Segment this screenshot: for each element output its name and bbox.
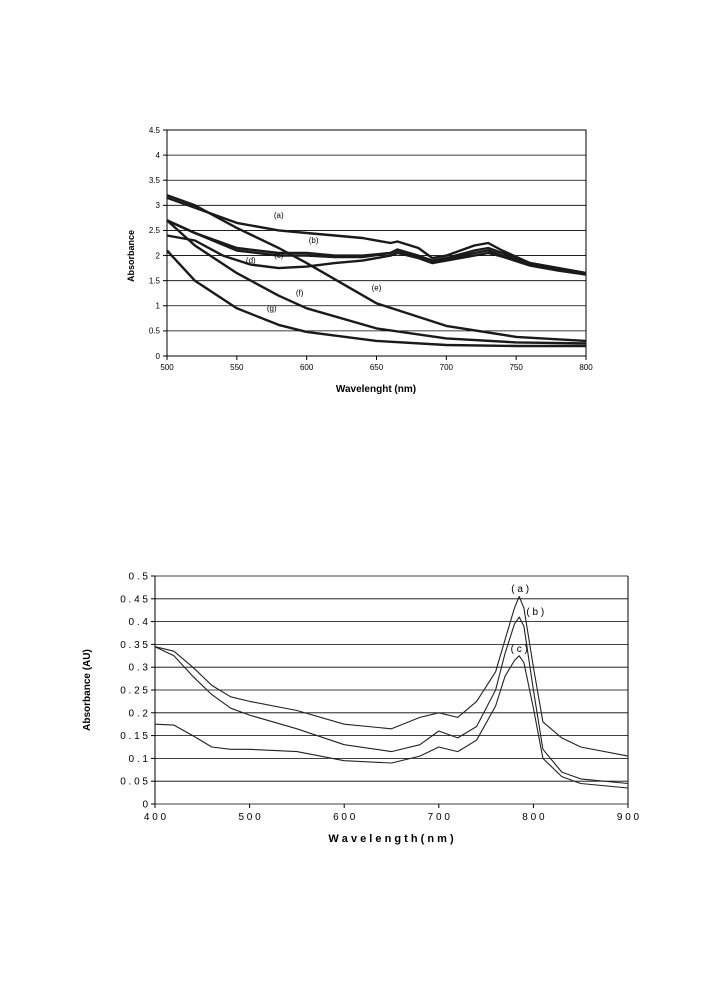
x-tick-label: 600 — [300, 363, 314, 372]
y-tick-label: 3.5 — [149, 176, 161, 185]
chart-1-series-labels: (a) (b) (c) (d) (e) (f) (g) — [246, 211, 382, 313]
y-tick-label: 0 . 5 — [129, 572, 149, 583]
x-tick-label: 9 0 0 — [617, 812, 640, 823]
x-tick-label: 650 — [370, 363, 384, 372]
chart-2-xticks: 4 0 0 5 0 0 6 0 0 7 0 0 8 0 0 9 0 0 — [144, 804, 640, 823]
y-tick-label: 0 . 3 5 — [120, 640, 148, 651]
series-label: (b) — [309, 236, 319, 245]
y-tick-label: 3 — [156, 201, 161, 210]
y-tick-label: 0 . 1 5 — [120, 731, 148, 742]
y-tick-label: 0 . 1 — [129, 754, 149, 765]
series-line-6 — [166, 249, 586, 348]
chart-1-xticks: 500 550 600 650 700 750 800 — [160, 356, 593, 372]
y-tick-label: 0 . 2 5 — [120, 686, 148, 697]
series-line-2 — [154, 655, 629, 789]
chart-2-yticks: 0 0 . 0 5 0 . 1 0 . 1 5 0 . 2 0 . 2 5 0 . 3 0 .… — [120, 572, 148, 811]
series-line-0 — [166, 196, 587, 275]
y-tick-label: 2 — [156, 251, 161, 260]
series-label: (a) — [274, 211, 284, 220]
x-tick-label: 4 0 0 — [144, 812, 167, 823]
chart-1-xlabel: Wavelenght (nm) — [336, 384, 416, 395]
chart-1-plot-frame — [166, 129, 587, 357]
y-tick-label: 4.5 — [149, 126, 161, 135]
chart-2-series — [154, 595, 629, 789]
y-tick-label: 0.5 — [149, 327, 161, 336]
x-tick-label: 6 0 0 — [333, 812, 356, 823]
y-tick-label: 0 — [142, 800, 148, 811]
y-tick-label: 1 — [156, 302, 161, 311]
x-tick-label: 5 0 0 — [238, 812, 261, 823]
chart-2-series-labels: ( a ) ( b ) ( c ) — [511, 584, 545, 655]
x-tick-label: 800 — [579, 363, 593, 372]
series-label: (f) — [296, 289, 304, 298]
y-tick-label: 0 . 4 — [129, 617, 149, 628]
series-line-5 — [166, 219, 587, 345]
y-tick-label: 4 — [156, 151, 161, 160]
series-line-0 — [154, 595, 629, 757]
y-tick-label: 2.5 — [149, 226, 161, 235]
y-tick-label: 0 . 4 5 — [120, 594, 148, 605]
series-label: ( b ) — [526, 607, 544, 618]
series-label: (g) — [267, 304, 277, 313]
series-line-1 — [154, 616, 629, 785]
x-tick-label: 750 — [509, 363, 523, 372]
chart-1-ylabel: Absorbance — [126, 230, 136, 282]
series-line-4 — [166, 194, 587, 343]
series-label: (d) — [246, 256, 256, 265]
chart-2-grid — [151, 575, 629, 805]
chart-2-xlabel: W a v e l e n g t h ( n m ) — [328, 833, 454, 845]
chart-1: 500 550 600 650 700 750 800 0 0.5 1 1.5 2 2.5 3 3.5 4 4… — [126, 126, 593, 395]
x-tick-label: 7 0 0 — [428, 812, 451, 823]
chart-1-series — [166, 194, 587, 348]
x-tick-label: 550 — [230, 363, 244, 372]
series-label: ( a ) — [511, 584, 529, 595]
x-tick-label: 8 0 0 — [522, 812, 545, 823]
series-line-2 — [166, 219, 587, 276]
series-label: (c) — [274, 251, 284, 260]
x-tick-label: 500 — [160, 363, 174, 372]
y-tick-label: 0 . 0 5 — [120, 777, 148, 788]
y-tick-label: 0 — [156, 352, 161, 361]
y-tick-label: 0 . 3 — [129, 663, 149, 674]
series-label: ( c ) — [511, 644, 528, 655]
x-tick-label: 700 — [440, 363, 454, 372]
chart-2-ylabel: Absorbance (AU) — [82, 649, 93, 731]
series-line-3 — [166, 234, 587, 276]
series-label: (e) — [372, 284, 382, 293]
y-tick-label: 0 . 2 — [129, 708, 149, 719]
chart-1-grid — [163, 129, 587, 357]
chart-1-yticks: 0 0.5 1 1.5 2 2.5 3 3.5 4 4.5 — [149, 126, 161, 361]
y-tick-label: 1.5 — [149, 276, 161, 285]
